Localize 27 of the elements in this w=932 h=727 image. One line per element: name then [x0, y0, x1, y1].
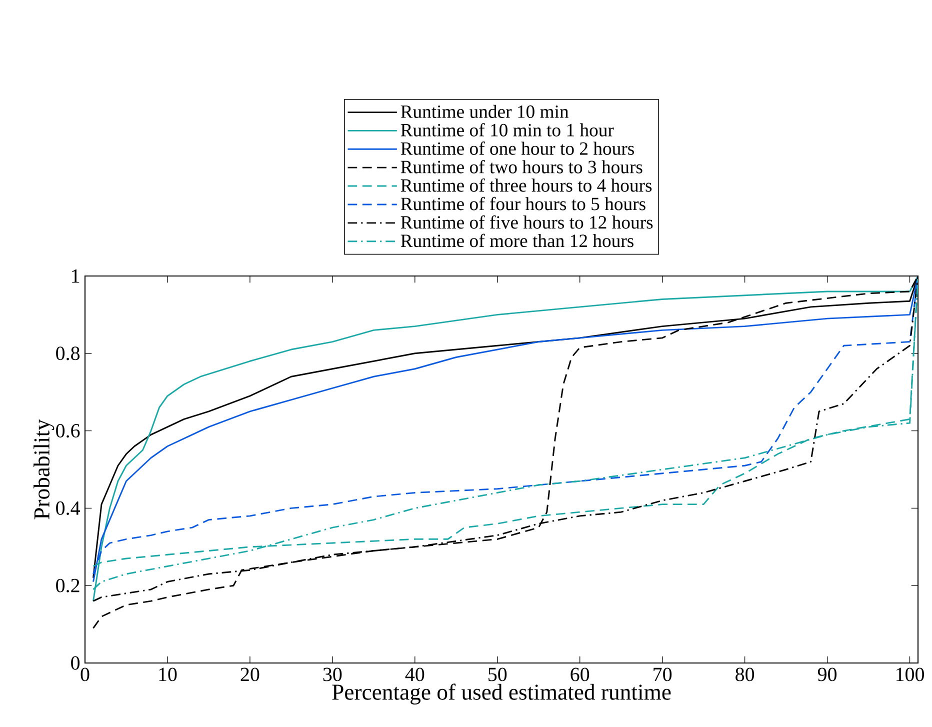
y-tick-label: 0.8: [56, 346, 80, 360]
x-tick-label: 100: [896, 668, 924, 682]
x-tick-label: 10: [159, 668, 177, 682]
legend-label: Runtime of three hours to 4 hours: [400, 178, 652, 192]
y-tick-label: 0.4: [56, 501, 80, 515]
x-tick-label: 60: [570, 668, 590, 682]
x-tick-label: 50: [488, 668, 507, 682]
x-tick-label: 40: [405, 668, 424, 682]
legend-label: Runtime of four hours to 5 hours: [400, 196, 646, 210]
x-tick-label: 80: [736, 668, 754, 682]
x-axis-title: Percentage of used estimated runtime: [332, 684, 671, 704]
x-tick-label: 70: [654, 668, 672, 682]
x-tick-label: 20: [240, 668, 260, 682]
y-tick-label: 1: [72, 269, 80, 283]
legend-label: Runtime of two hours to 3 hours: [400, 160, 642, 174]
x-tick-label: 90: [818, 668, 837, 682]
y-tick-label: 0: [71, 656, 80, 670]
legend-label: Runtime of one hour to 2 hours: [400, 142, 634, 155]
y-tick-label: 0.2: [56, 578, 80, 592]
legend-label: Runtime of 10 min to 1 hour: [400, 123, 614, 136]
x-tick-label: 30: [323, 668, 342, 682]
legend-label: Runtime of five hours to 12 hours: [400, 215, 653, 229]
legend-label: Runtime of more than 12 hours: [400, 234, 634, 248]
legend-label: Runtime under 10 min: [400, 104, 569, 118]
x-tick-label: 0: [80, 668, 90, 682]
y-tick-label: 0.6: [56, 424, 80, 438]
y-axis-title: Probability: [34, 419, 54, 520]
